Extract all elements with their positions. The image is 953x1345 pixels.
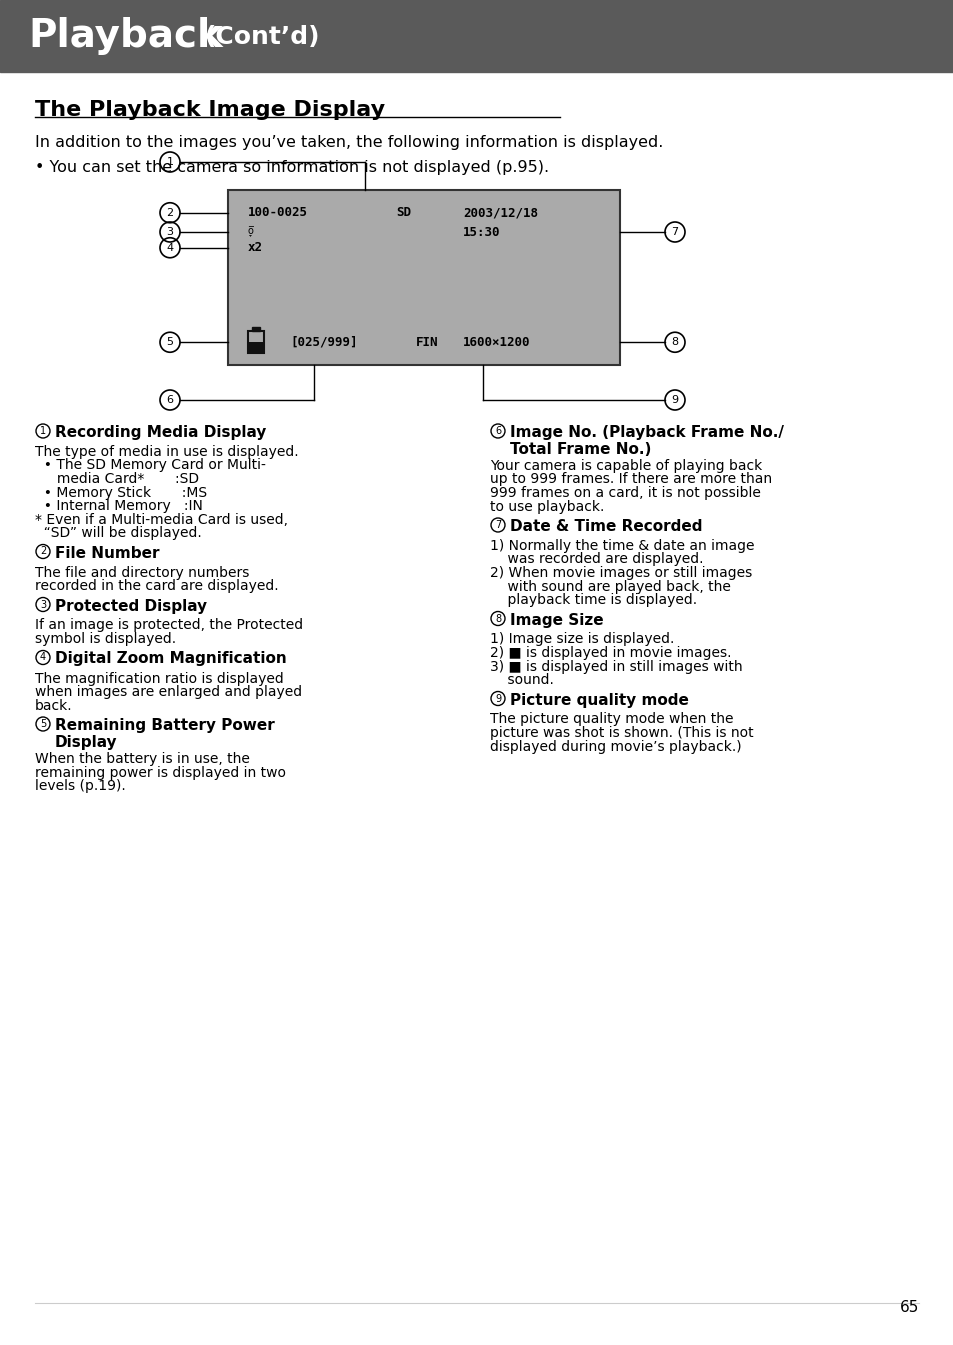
Bar xyxy=(248,331,263,354)
Text: when images are enlarged and played: when images are enlarged and played xyxy=(35,685,302,699)
Bar xyxy=(228,190,619,364)
Bar xyxy=(249,342,262,352)
Text: 2003/12/18: 2003/12/18 xyxy=(463,206,537,219)
Text: recorded in the card are displayed.: recorded in the card are displayed. xyxy=(35,578,278,593)
Text: SD: SD xyxy=(396,206,411,219)
Text: Protected Display: Protected Display xyxy=(55,599,207,613)
Text: Digital Zoom Magnification: Digital Zoom Magnification xyxy=(55,651,287,667)
Text: • Memory Stick       :MS: • Memory Stick :MS xyxy=(35,486,207,499)
Text: 6: 6 xyxy=(167,395,173,405)
Bar xyxy=(252,327,259,331)
Text: up to 999 frames. If there are more than: up to 999 frames. If there are more than xyxy=(490,472,771,487)
Text: Playback: Playback xyxy=(28,17,222,55)
Text: displayed during movie’s playback.): displayed during movie’s playback.) xyxy=(490,740,740,753)
Text: with sound are played back, the: with sound are played back, the xyxy=(490,580,730,593)
Text: 3) ■ is displayed in still images with: 3) ■ is displayed in still images with xyxy=(490,659,741,674)
Text: (Cont’d): (Cont’d) xyxy=(205,26,320,48)
Text: [025/999]: [025/999] xyxy=(291,336,357,348)
Text: 65: 65 xyxy=(899,1301,918,1315)
Text: The type of media in use is displayed.: The type of media in use is displayed. xyxy=(35,445,298,459)
Text: The Playback Image Display: The Playback Image Display xyxy=(35,100,385,120)
Text: Image No. (Playback Frame No./
Total Frame No.): Image No. (Playback Frame No./ Total Fra… xyxy=(510,425,783,457)
Bar xyxy=(0,0,953,73)
Text: 1: 1 xyxy=(167,157,173,167)
Text: 4: 4 xyxy=(166,242,173,253)
Text: 7: 7 xyxy=(495,521,500,530)
Text: 5: 5 xyxy=(40,720,46,729)
Text: “SD” will be displayed.: “SD” will be displayed. xyxy=(35,526,201,539)
Text: 8: 8 xyxy=(671,338,678,347)
Text: 1: 1 xyxy=(40,426,46,436)
Text: 4: 4 xyxy=(40,652,46,663)
Text: playback time is displayed.: playback time is displayed. xyxy=(490,593,697,607)
Text: Remaining Battery Power
Display: Remaining Battery Power Display xyxy=(55,718,274,751)
Text: 999 frames on a card, it is not possible: 999 frames on a card, it is not possible xyxy=(490,486,760,500)
Text: Image Size: Image Size xyxy=(510,612,603,628)
Text: 8: 8 xyxy=(495,613,500,624)
Text: 3: 3 xyxy=(167,227,173,237)
Text: remaining power is displayed in two: remaining power is displayed in two xyxy=(35,765,286,780)
Text: The magnification ratio is displayed: The magnification ratio is displayed xyxy=(35,671,283,686)
Text: The file and directory numbers: The file and directory numbers xyxy=(35,565,249,580)
Text: • The SD Memory Card or Multi-: • The SD Memory Card or Multi- xyxy=(35,459,266,472)
Text: 2: 2 xyxy=(166,207,173,218)
Text: Your camera is capable of playing back: Your camera is capable of playing back xyxy=(490,459,761,473)
Text: If an image is protected, the Protected: If an image is protected, the Protected xyxy=(35,619,303,632)
Text: 9: 9 xyxy=(495,694,500,703)
Text: was recorded are displayed.: was recorded are displayed. xyxy=(490,553,702,566)
Text: Picture quality mode: Picture quality mode xyxy=(510,693,688,707)
Text: back.: back. xyxy=(35,698,72,713)
Text: 6: 6 xyxy=(495,426,500,436)
Text: When the battery is in use, the: When the battery is in use, the xyxy=(35,752,250,767)
Text: FIN: FIN xyxy=(416,336,438,348)
Text: * Even if a Multi-media Card is used,: * Even if a Multi-media Card is used, xyxy=(35,512,288,526)
Text: 7: 7 xyxy=(671,227,678,237)
Text: levels (p.19).: levels (p.19). xyxy=(35,779,126,794)
Text: File Number: File Number xyxy=(55,546,159,561)
Text: picture was shot is shown. (This is not: picture was shot is shown. (This is not xyxy=(490,726,753,740)
Text: 2) When movie images or still images: 2) When movie images or still images xyxy=(490,566,752,580)
Text: 2) ■ is displayed in movie images.: 2) ■ is displayed in movie images. xyxy=(490,646,731,660)
Text: • Internal Memory   :IN: • Internal Memory :IN xyxy=(35,499,203,512)
Text: 1) Image size is displayed.: 1) Image size is displayed. xyxy=(490,632,674,647)
Text: The picture quality mode when the: The picture quality mode when the xyxy=(490,713,733,726)
Text: 15:30: 15:30 xyxy=(463,226,500,238)
Text: 1) Normally the time & date an image: 1) Normally the time & date an image xyxy=(490,539,754,553)
Text: • You can set the camera so information is not displayed (p.95).: • You can set the camera so information … xyxy=(35,160,549,175)
Text: 1600×1200: 1600×1200 xyxy=(463,336,530,348)
Text: o̞̅: o̞̅ xyxy=(248,227,253,237)
Text: 9: 9 xyxy=(671,395,678,405)
Text: 100-0025: 100-0025 xyxy=(248,206,307,219)
Text: to use playback.: to use playback. xyxy=(490,499,604,514)
Text: 2: 2 xyxy=(40,546,46,557)
Text: Date & Time Recorded: Date & Time Recorded xyxy=(510,519,701,534)
Text: 5: 5 xyxy=(167,338,173,347)
Text: 3: 3 xyxy=(40,600,46,609)
Text: Recording Media Display: Recording Media Display xyxy=(55,425,266,440)
Text: symbol is displayed.: symbol is displayed. xyxy=(35,632,176,646)
Text: media Card*       :SD: media Card* :SD xyxy=(35,472,199,486)
Text: In addition to the images you’ve taken, the following information is displayed.: In addition to the images you’ve taken, … xyxy=(35,134,662,151)
Text: sound.: sound. xyxy=(490,672,554,687)
Text: x2: x2 xyxy=(248,241,262,254)
